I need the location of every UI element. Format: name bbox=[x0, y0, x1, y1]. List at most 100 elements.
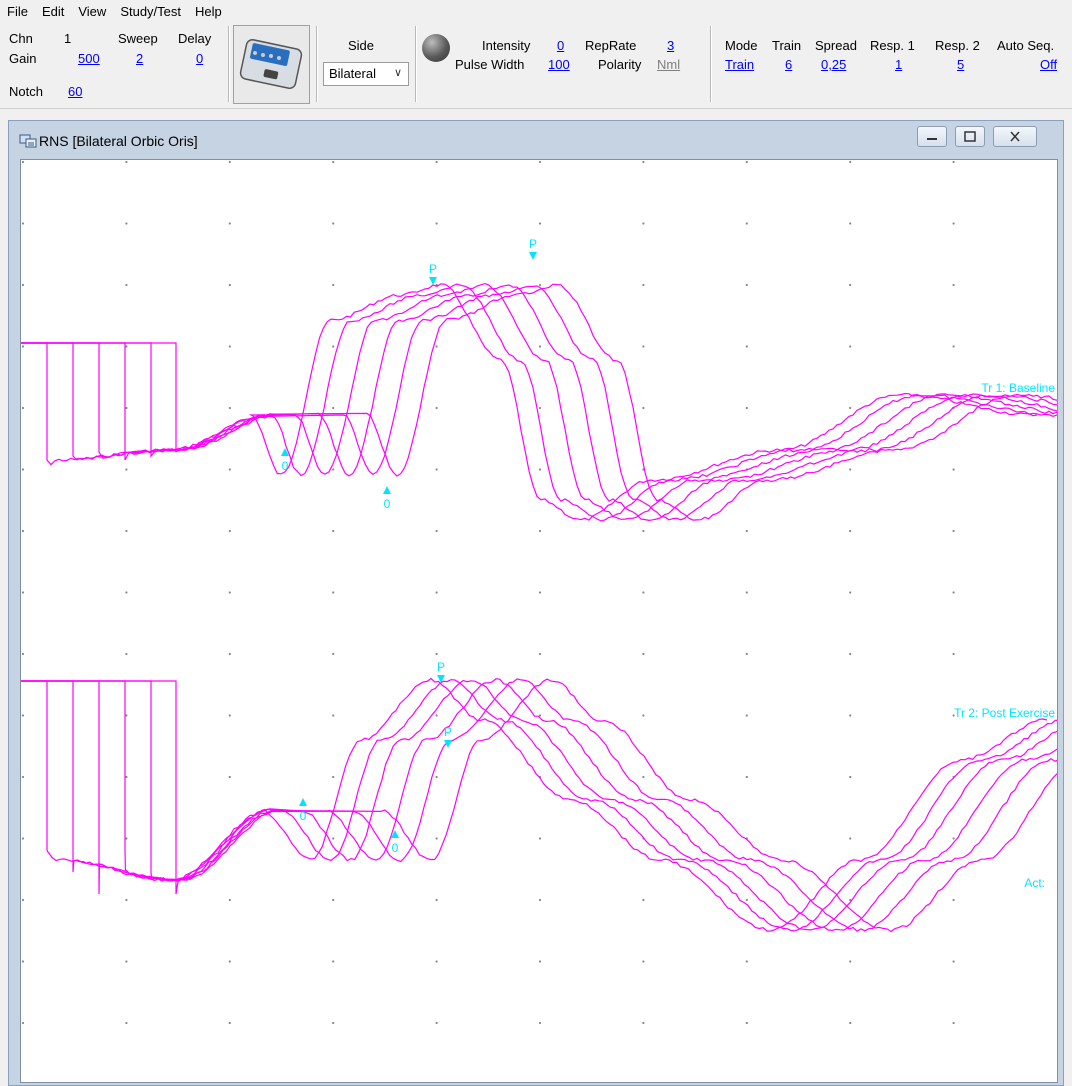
grid-dot bbox=[745, 652, 748, 656]
autoseq-value[interactable]: Off bbox=[1040, 57, 1058, 72]
grid-dot bbox=[849, 960, 852, 963]
spread-label: Spread bbox=[815, 38, 857, 53]
grid-dot bbox=[642, 1021, 645, 1025]
menu-study-test[interactable]: Study/Test bbox=[120, 3, 182, 19]
grid-dot bbox=[435, 775, 438, 779]
grid-dot bbox=[21, 529, 25, 533]
grid-dot bbox=[849, 1021, 852, 1025]
onset-marker[interactable] bbox=[299, 798, 307, 806]
menu-file[interactable]: File bbox=[7, 3, 28, 19]
grid-dot bbox=[435, 529, 438, 533]
grid-dot bbox=[538, 468, 542, 471]
gain-value[interactable]: 500 bbox=[78, 51, 100, 66]
grid-dot bbox=[435, 222, 438, 225]
resp1-value[interactable]: 1 bbox=[895, 57, 903, 72]
grid-dot bbox=[228, 960, 231, 963]
peak-marker-label: P bbox=[444, 725, 452, 739]
waveform-area[interactable]: 0 0 P P 0 0 P P Tr 1: Baseline Tr 2: Post Exerc… bbox=[20, 159, 1058, 1083]
close-button[interactable] bbox=[993, 126, 1037, 147]
peak-marker[interactable] bbox=[444, 740, 452, 748]
grid-dot bbox=[435, 714, 438, 717]
grid-dot bbox=[745, 406, 748, 410]
reprate-value[interactable]: 3 bbox=[667, 38, 675, 53]
grid-dot bbox=[21, 160, 25, 164]
grid-dot bbox=[849, 406, 852, 410]
side-select-value: Bilateral bbox=[329, 66, 376, 81]
grid-dot bbox=[538, 160, 542, 164]
grid-dot bbox=[642, 960, 645, 963]
grid-dot bbox=[952, 837, 955, 840]
maximize-button[interactable] bbox=[955, 126, 985, 147]
grid-dot bbox=[228, 1021, 231, 1025]
sweep-value[interactable]: 2 bbox=[136, 51, 144, 66]
grid-dot bbox=[332, 898, 335, 902]
grid-dot bbox=[332, 775, 335, 779]
grid-dot bbox=[21, 714, 25, 717]
side-select[interactable]: Bilateral ∨ bbox=[323, 62, 409, 86]
grid-dot bbox=[952, 345, 955, 348]
onset-marker[interactable] bbox=[391, 830, 399, 838]
intensity-knob-icon[interactable] bbox=[422, 34, 450, 62]
polarity-value[interactable]: Nml bbox=[657, 57, 681, 72]
grid-dot bbox=[21, 406, 25, 410]
train-value[interactable]: 6 bbox=[785, 57, 793, 72]
onset-marker-label: 0 bbox=[282, 459, 289, 473]
intensity-value[interactable]: 0 bbox=[557, 38, 565, 53]
grid-dot bbox=[125, 345, 128, 348]
grid-dot bbox=[21, 775, 25, 779]
pulse-width-value[interactable]: 100 bbox=[548, 57, 570, 72]
mode-value[interactable]: Train bbox=[725, 57, 755, 72]
grid-dot bbox=[21, 283, 25, 287]
notch-value[interactable]: 60 bbox=[68, 84, 83, 99]
notch-label: Notch bbox=[9, 84, 43, 99]
pulse-width-label: Pulse Width bbox=[455, 57, 525, 72]
grid-dot bbox=[228, 591, 231, 594]
grid-dot bbox=[952, 714, 955, 717]
grid-dot bbox=[538, 898, 542, 902]
menu-view[interactable]: View bbox=[78, 3, 107, 19]
spread-value[interactable]: 0,25 bbox=[821, 57, 847, 72]
grid-dot bbox=[538, 591, 542, 594]
menu-edit[interactable]: Edit bbox=[41, 3, 65, 19]
grid-dot bbox=[849, 591, 852, 594]
waveform-trace bbox=[21, 678, 1057, 933]
grid-dot bbox=[642, 406, 645, 410]
grid-dot bbox=[538, 960, 542, 963]
delay-value[interactable]: 0 bbox=[196, 51, 204, 66]
maximize-icon bbox=[964, 131, 976, 142]
side-label: Side bbox=[348, 38, 375, 53]
grid-dot bbox=[952, 468, 955, 471]
grid-dot bbox=[538, 529, 542, 533]
grid-dot bbox=[332, 160, 335, 164]
peak-marker[interactable] bbox=[429, 277, 437, 285]
grid-dot bbox=[642, 591, 645, 594]
toolbar-separator bbox=[415, 26, 417, 102]
grid-dot bbox=[435, 160, 438, 164]
menu-help[interactable]: Help bbox=[195, 3, 222, 19]
peak-marker[interactable] bbox=[437, 675, 445, 683]
stimulator-device-button[interactable] bbox=[233, 25, 310, 104]
resp2-value[interactable]: 5 bbox=[957, 57, 965, 72]
window-titlebar[interactable]: RNS [Bilateral Orbic Oris] bbox=[9, 121, 1063, 161]
onset-marker-label: 0 bbox=[392, 841, 399, 855]
grid-dot bbox=[642, 160, 645, 164]
grid-dot bbox=[332, 529, 335, 533]
grid-dot bbox=[332, 591, 335, 594]
onset-marker[interactable] bbox=[383, 486, 391, 494]
grid-dot bbox=[435, 960, 438, 963]
close-icon bbox=[1010, 131, 1020, 142]
waveform-trace bbox=[21, 283, 1057, 521]
grid-dot bbox=[435, 837, 438, 840]
peak-marker[interactable] bbox=[529, 252, 537, 260]
onset-marker[interactable] bbox=[281, 448, 289, 456]
grid-dot bbox=[745, 283, 748, 287]
grid-dot bbox=[538, 1021, 542, 1025]
grid-dot bbox=[125, 960, 128, 963]
grid-dot bbox=[849, 345, 852, 348]
grid-dot bbox=[642, 714, 645, 717]
minimize-button[interactable] bbox=[917, 126, 947, 147]
grid-dot bbox=[435, 591, 438, 594]
grid-dot bbox=[435, 898, 438, 902]
chn-label: Chn bbox=[9, 31, 33, 46]
grid-dot bbox=[435, 406, 438, 410]
